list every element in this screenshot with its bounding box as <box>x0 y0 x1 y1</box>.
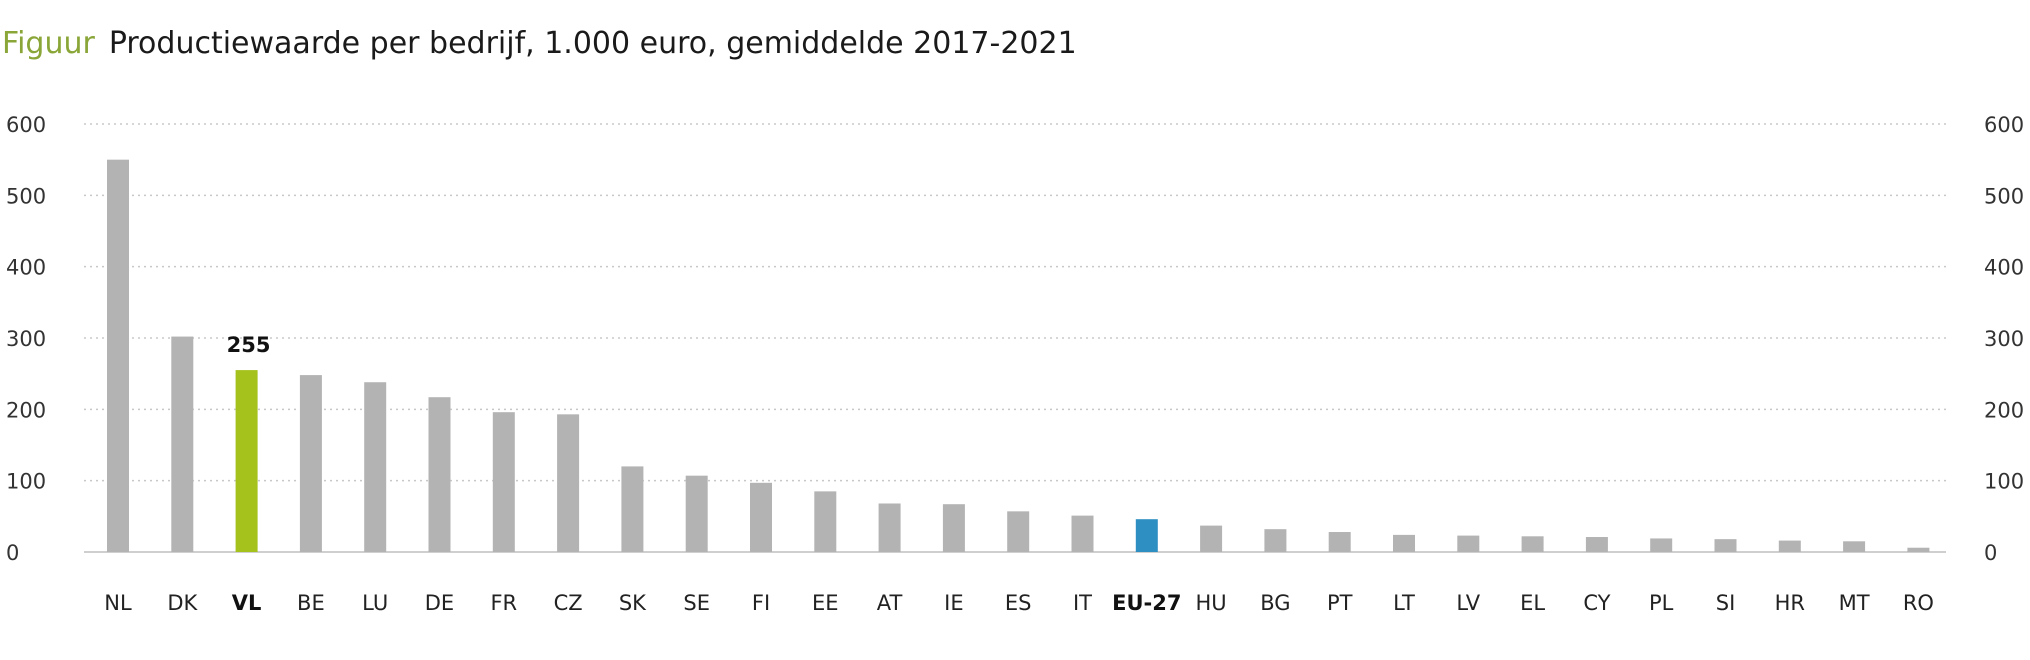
y-axis-left: 0 100 200 300 400 500 600 <box>6 113 46 565</box>
bar-eu-27 <box>1135 519 1158 552</box>
bar-cz <box>557 414 580 552</box>
x-label-cz: CZ <box>554 591 583 615</box>
bar-bg <box>1264 529 1287 552</box>
bar-vl <box>235 370 258 552</box>
x-label-hr: HR <box>1775 591 1805 615</box>
x-label-bg: BG <box>1260 591 1290 615</box>
y-tick-left-200: 200 <box>6 398 46 422</box>
x-label-si: SI <box>1716 591 1736 615</box>
x-label-at: AT <box>877 591 903 615</box>
x-label-fi: FI <box>752 591 770 615</box>
bar-cy <box>1585 537 1608 552</box>
bar-lv <box>1457 535 1480 552</box>
x-label-sk: SK <box>619 591 647 615</box>
x-label-it: IT <box>1073 591 1092 615</box>
x-label-el: EL <box>1520 591 1545 615</box>
bar-nl <box>107 159 129 552</box>
bars <box>107 159 1930 552</box>
y-tick-right-500: 500 <box>1984 184 2024 208</box>
bar-hu <box>1200 525 1223 552</box>
bar-ie <box>942 504 965 552</box>
y-tick-right-200: 200 <box>1984 398 2024 422</box>
y-tick-left-500: 500 <box>6 184 46 208</box>
x-label-mt: MT <box>1839 591 1870 615</box>
bar-mt <box>1843 541 1866 552</box>
figure-title: Productiewaarde per bedrijf, 1.000 euro,… <box>108 26 1077 61</box>
x-label-ee: EE <box>812 591 839 615</box>
y-tick-left-600: 600 <box>6 113 46 137</box>
x-label-fr: FR <box>490 591 517 615</box>
y-tick-right-0: 0 <box>1984 541 1997 565</box>
y-tick-right-400: 400 <box>1984 256 2024 280</box>
bar-at <box>878 503 901 552</box>
figure-label: Figuur <box>2 26 95 61</box>
x-label-es: ES <box>1005 591 1032 615</box>
x-label-pt: PT <box>1327 591 1353 615</box>
x-label-de: DE <box>425 591 454 615</box>
y-tick-right-600: 600 <box>1984 113 2024 137</box>
bar-dk <box>171 336 194 552</box>
bar-se <box>685 475 708 552</box>
y-tick-left-300: 300 <box>6 327 46 351</box>
x-label-dk: DK <box>167 591 198 615</box>
data-labels: 255 <box>227 333 271 357</box>
x-label-se: SE <box>683 591 710 615</box>
bar-fr <box>492 412 515 552</box>
y-tick-left-400: 400 <box>6 256 46 280</box>
bar-pt <box>1328 532 1351 552</box>
data-label-vl: 255 <box>227 333 271 357</box>
y-tick-right-100: 100 <box>1984 470 2024 494</box>
x-label-lt: LT <box>1393 591 1415 615</box>
x-axis-labels: NL DK VL BE LU DE FR CZ SK SE FI EE AT IE ES IT EU-27 HU B… <box>104 591 1934 615</box>
y-tick-left-100: 100 <box>6 470 46 494</box>
y-tick-right-300: 300 <box>1984 327 2024 351</box>
bar-es <box>1007 511 1030 552</box>
x-label-ie: IE <box>944 591 963 615</box>
bar-it <box>1071 515 1094 552</box>
gridlines <box>84 123 1946 553</box>
bar-lu <box>364 382 387 552</box>
bar-ee <box>814 491 837 552</box>
y-tick-left-0: 0 <box>6 541 19 565</box>
x-label-eu-27: EU-27 <box>1112 591 1181 615</box>
x-label-lv: LV <box>1456 591 1480 615</box>
x-label-lu: LU <box>362 591 388 615</box>
x-label-be: BE <box>297 591 325 615</box>
bar-hr <box>1778 540 1801 552</box>
bar-ro <box>1907 547 1930 552</box>
bar-de <box>428 397 451 552</box>
x-label-cy: CY <box>1583 591 1610 615</box>
bar-sk <box>621 466 644 552</box>
x-label-pl: PL <box>1649 591 1674 615</box>
bar-el <box>1521 536 1544 552</box>
bar-pl <box>1650 538 1673 552</box>
x-label-hu: HU <box>1196 591 1227 615</box>
figure-title-row: Figuur Productiewaarde per bedrijf, 1.000… <box>2 22 1077 66</box>
bar-fi <box>750 482 772 552</box>
x-label-nl: NL <box>104 591 132 615</box>
bar-lt <box>1393 534 1415 552</box>
y-axis-right: 0 100 200 300 400 500 600 <box>1984 113 2024 565</box>
x-label-vl: VL <box>232 591 262 615</box>
bar-si <box>1714 539 1737 552</box>
x-label-ro: RO <box>1903 591 1934 615</box>
bar-be <box>299 375 322 552</box>
